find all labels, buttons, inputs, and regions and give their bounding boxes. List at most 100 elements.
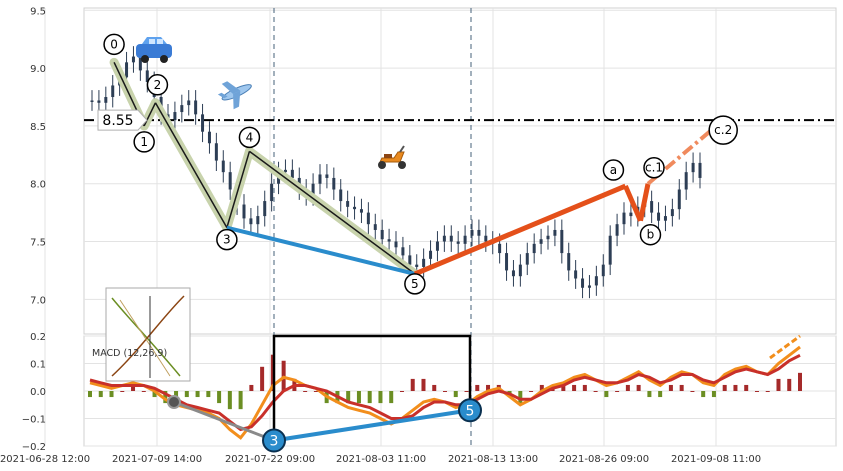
candle-body xyxy=(249,218,253,225)
macd-histogram-bar xyxy=(787,378,792,391)
candle-body xyxy=(608,235,612,265)
macd-wave-marker-3 xyxy=(262,428,286,453)
divergence-blue-line xyxy=(273,408,471,443)
candle-body xyxy=(373,224,377,230)
candle-body xyxy=(387,239,391,242)
macd-histogram-bar xyxy=(561,384,566,391)
macd-y-tick-label: −0.2 xyxy=(22,442,46,453)
wave-label-b: b xyxy=(647,228,655,242)
candle-body xyxy=(484,235,488,242)
macd-histogram-bar xyxy=(421,378,426,391)
candle-body xyxy=(422,258,426,267)
impulse-wave-line xyxy=(143,102,157,127)
airplane-wing xyxy=(221,81,241,94)
divergence-grey-line xyxy=(173,400,275,442)
candle-body xyxy=(470,229,474,236)
wave-3-5-line xyxy=(226,225,416,276)
level-tag-arrow xyxy=(97,109,148,131)
wave-label-0: 0 xyxy=(110,37,118,51)
macd-histogram-bar xyxy=(141,391,146,392)
candle-body xyxy=(125,62,129,78)
airplane-icon xyxy=(217,81,252,110)
candle-body xyxy=(539,239,543,244)
candle-body xyxy=(511,270,515,277)
macd-histogram-bar xyxy=(378,391,383,404)
airplane-tail xyxy=(217,92,228,99)
macd-histogram-bar xyxy=(356,391,361,404)
scooter-wheel xyxy=(398,161,406,169)
macd-histogram-bar xyxy=(647,391,652,398)
candle-body xyxy=(90,100,94,102)
candle-body xyxy=(505,253,509,271)
candle-body xyxy=(677,189,681,210)
macd-histogram-bar xyxy=(486,384,491,391)
candle-body xyxy=(498,243,502,254)
macd-histogram-bar xyxy=(217,391,222,404)
candle-body xyxy=(359,209,363,213)
x-tick-label: 2021-08-26 09:00 xyxy=(559,454,649,465)
price-y-tick-label: 7.5 xyxy=(30,238,46,249)
candle-body xyxy=(456,241,460,244)
candle-body xyxy=(546,235,550,240)
car-body xyxy=(136,44,172,58)
macd-histogram-bar xyxy=(539,384,544,391)
macd-histogram-bar xyxy=(389,391,394,404)
candle-body xyxy=(353,206,357,210)
wave-label-circle xyxy=(216,228,238,251)
candle-body xyxy=(111,85,115,98)
macd-histogram-bar xyxy=(163,391,168,404)
candle-body xyxy=(684,172,688,190)
candle-body xyxy=(429,250,433,259)
scooter-wheel xyxy=(378,161,386,169)
macd-histogram-bar xyxy=(120,391,125,392)
x-tick-label: 2021-08-03 11:00 xyxy=(336,454,426,465)
candle-body xyxy=(477,229,481,236)
price-y-tick-label: 7.0 xyxy=(30,295,46,306)
car-window xyxy=(149,39,155,44)
wave-label-4: 4 xyxy=(246,130,254,144)
corrective-wave-line xyxy=(623,185,643,222)
car-window xyxy=(157,39,163,44)
macd-y-tick-label: −0.1 xyxy=(22,415,46,426)
macd-y-tick-label: 0.0 xyxy=(30,387,46,398)
wave-label-circle xyxy=(404,273,426,295)
macd-histogram-bar xyxy=(475,384,480,391)
macd-histogram-bar xyxy=(238,391,243,410)
macd-histogram-bar xyxy=(184,391,189,398)
candle-body xyxy=(346,201,350,207)
macd-histogram-bar xyxy=(206,391,211,398)
candle-body xyxy=(622,212,626,225)
price-y-tick-label: 9.0 xyxy=(30,64,46,75)
wave-label-circle xyxy=(133,131,155,153)
candle-body xyxy=(339,189,343,202)
x-tick-label: 2021-09-08 11:00 xyxy=(671,454,761,465)
candle-body xyxy=(449,235,453,242)
macd-histogram-bar xyxy=(615,391,620,392)
macd-histogram-bar xyxy=(432,384,437,391)
macd-histogram-bar xyxy=(109,391,114,398)
macd-histogram-bar xyxy=(249,384,254,391)
impulse-wave-line xyxy=(248,150,416,275)
wave-label-3: 3 xyxy=(223,233,231,247)
macd-panel-label: MACD (12,26,9) xyxy=(92,348,167,359)
candle-body xyxy=(173,112,177,121)
scooter-handle xyxy=(399,145,405,153)
macd-histogram-bar xyxy=(303,391,308,392)
candle-body xyxy=(201,114,205,132)
icons: MACD (12,26,9) xyxy=(92,37,406,382)
macd-histogram-bar xyxy=(701,391,706,398)
x-tick-label: 2021-06-28 12:00 xyxy=(0,454,90,465)
macd-wave-marker-label: 3 xyxy=(270,434,279,450)
candle-body xyxy=(207,131,211,144)
candle-body xyxy=(415,264,419,267)
corrective-wave-line xyxy=(638,183,651,222)
level-tag-label: 8.55 xyxy=(102,113,133,129)
macd-projection-line xyxy=(769,334,801,360)
macd-thumbnail-curve xyxy=(111,295,185,377)
candle-body xyxy=(194,100,198,115)
macd-histogram-bar xyxy=(464,391,469,392)
macd-histogram-bar xyxy=(529,391,534,392)
candle-body xyxy=(228,172,232,190)
candle-body xyxy=(615,224,619,236)
